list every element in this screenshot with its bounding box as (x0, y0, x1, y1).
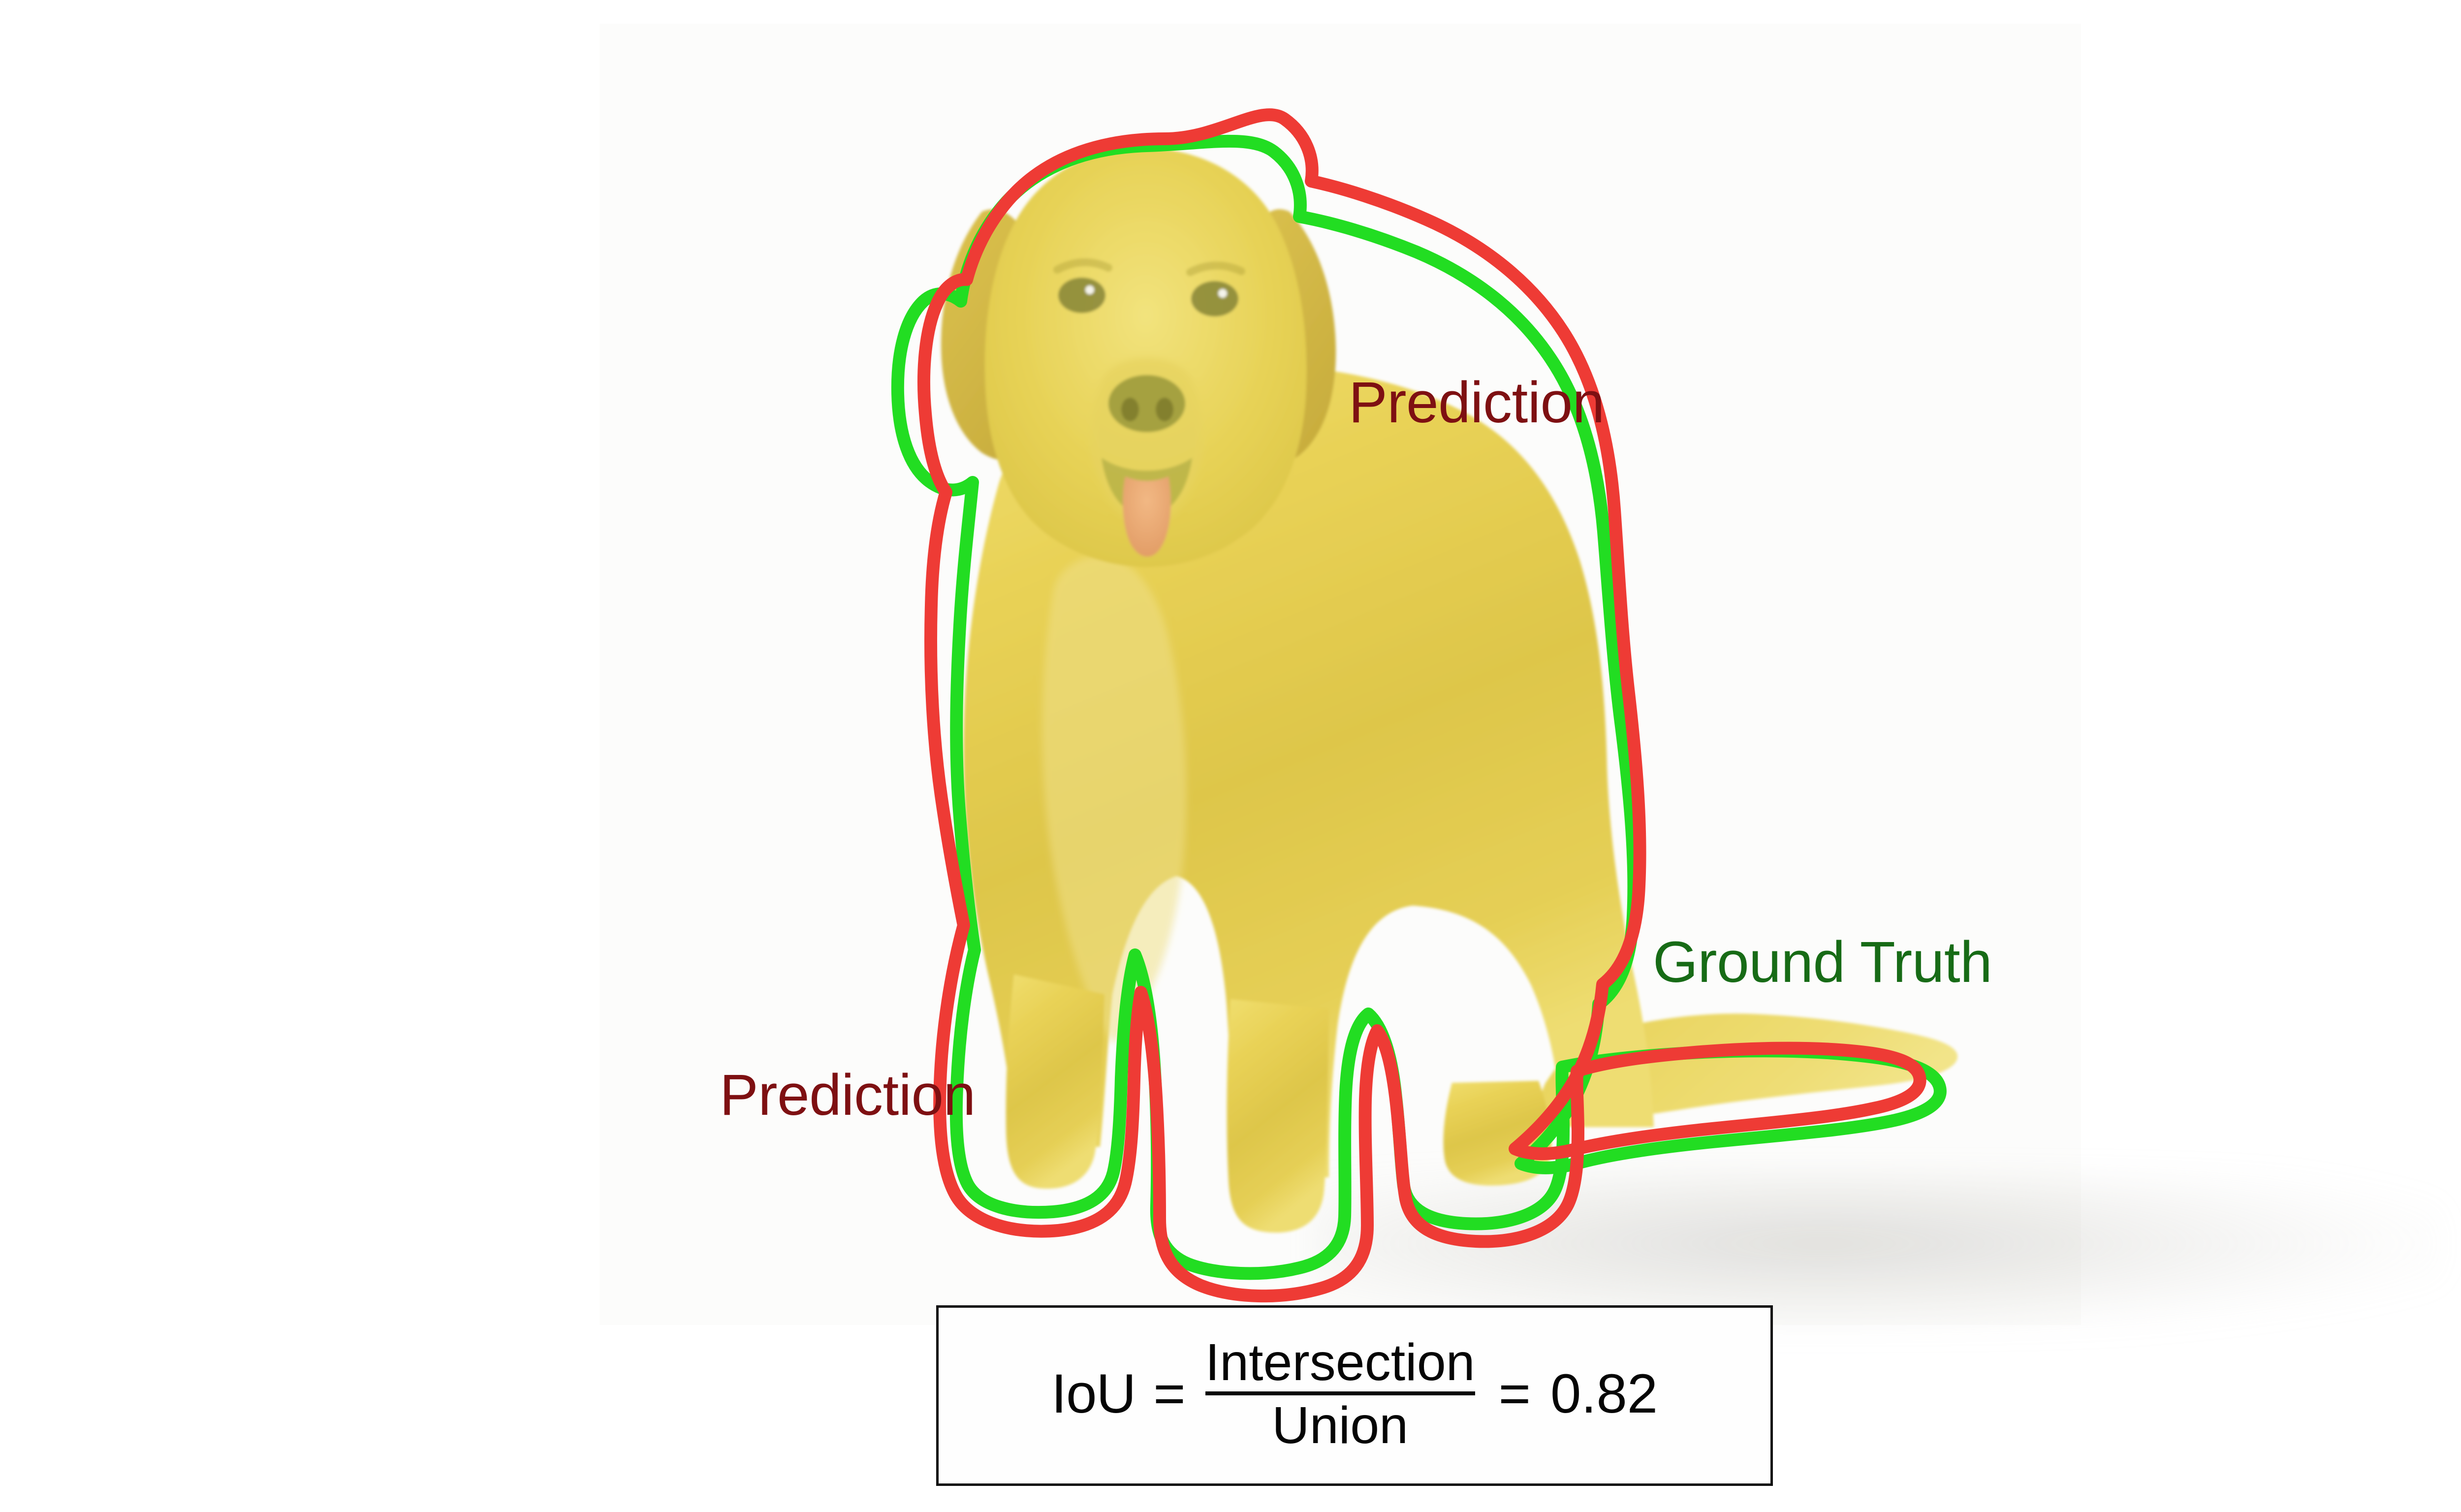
dog-eye-left (1058, 278, 1105, 313)
dog-eye-right-highlight (1218, 289, 1227, 298)
iou-formula-denominator: Union (1272, 1396, 1409, 1454)
iou-formula-value: 0.82 (1550, 1362, 1658, 1424)
dog-tongue (1123, 476, 1171, 557)
dog-brow-right (1186, 261, 1245, 276)
iou-formula-row: IoU = Intersection Union = 0.82 (1051, 1336, 1658, 1451)
prediction-label-bottom: Prediction (720, 1063, 976, 1128)
dog-chest (1042, 556, 1186, 1043)
iou-formula-lhs: IoU (1051, 1362, 1136, 1424)
dog-body (963, 364, 1654, 1178)
iou-formula-box: IoU = Intersection Union = 0.82 (936, 1305, 1773, 1486)
dog-nostril-left (1121, 398, 1139, 421)
iou-formula-fraction-bar (1205, 1391, 1475, 1395)
dog-eye-left-highlight (1085, 285, 1094, 294)
dog-head (984, 148, 1307, 567)
dog-nose (1108, 375, 1185, 432)
dog-eye-right (1191, 281, 1238, 316)
iou-formula-equals-first: = (1153, 1362, 1186, 1424)
prediction-contour (917, 108, 1926, 1303)
prediction-label-top: Prediction (1349, 370, 1605, 435)
iou-formula-fraction: Intersection Union (1205, 1336, 1475, 1451)
dog-leg-front-right (1227, 999, 1329, 1233)
ground-truth-label: Ground Truth (1653, 930, 1992, 995)
iou-formula-equals-second: = (1498, 1362, 1531, 1424)
iou-formula-numerator: Intersection (1205, 1333, 1475, 1391)
dog-leg-front-left (1006, 975, 1104, 1189)
dog-subject (941, 148, 1958, 1233)
dog-brow-left (1053, 258, 1112, 274)
dog-nostril-right (1156, 398, 1173, 421)
